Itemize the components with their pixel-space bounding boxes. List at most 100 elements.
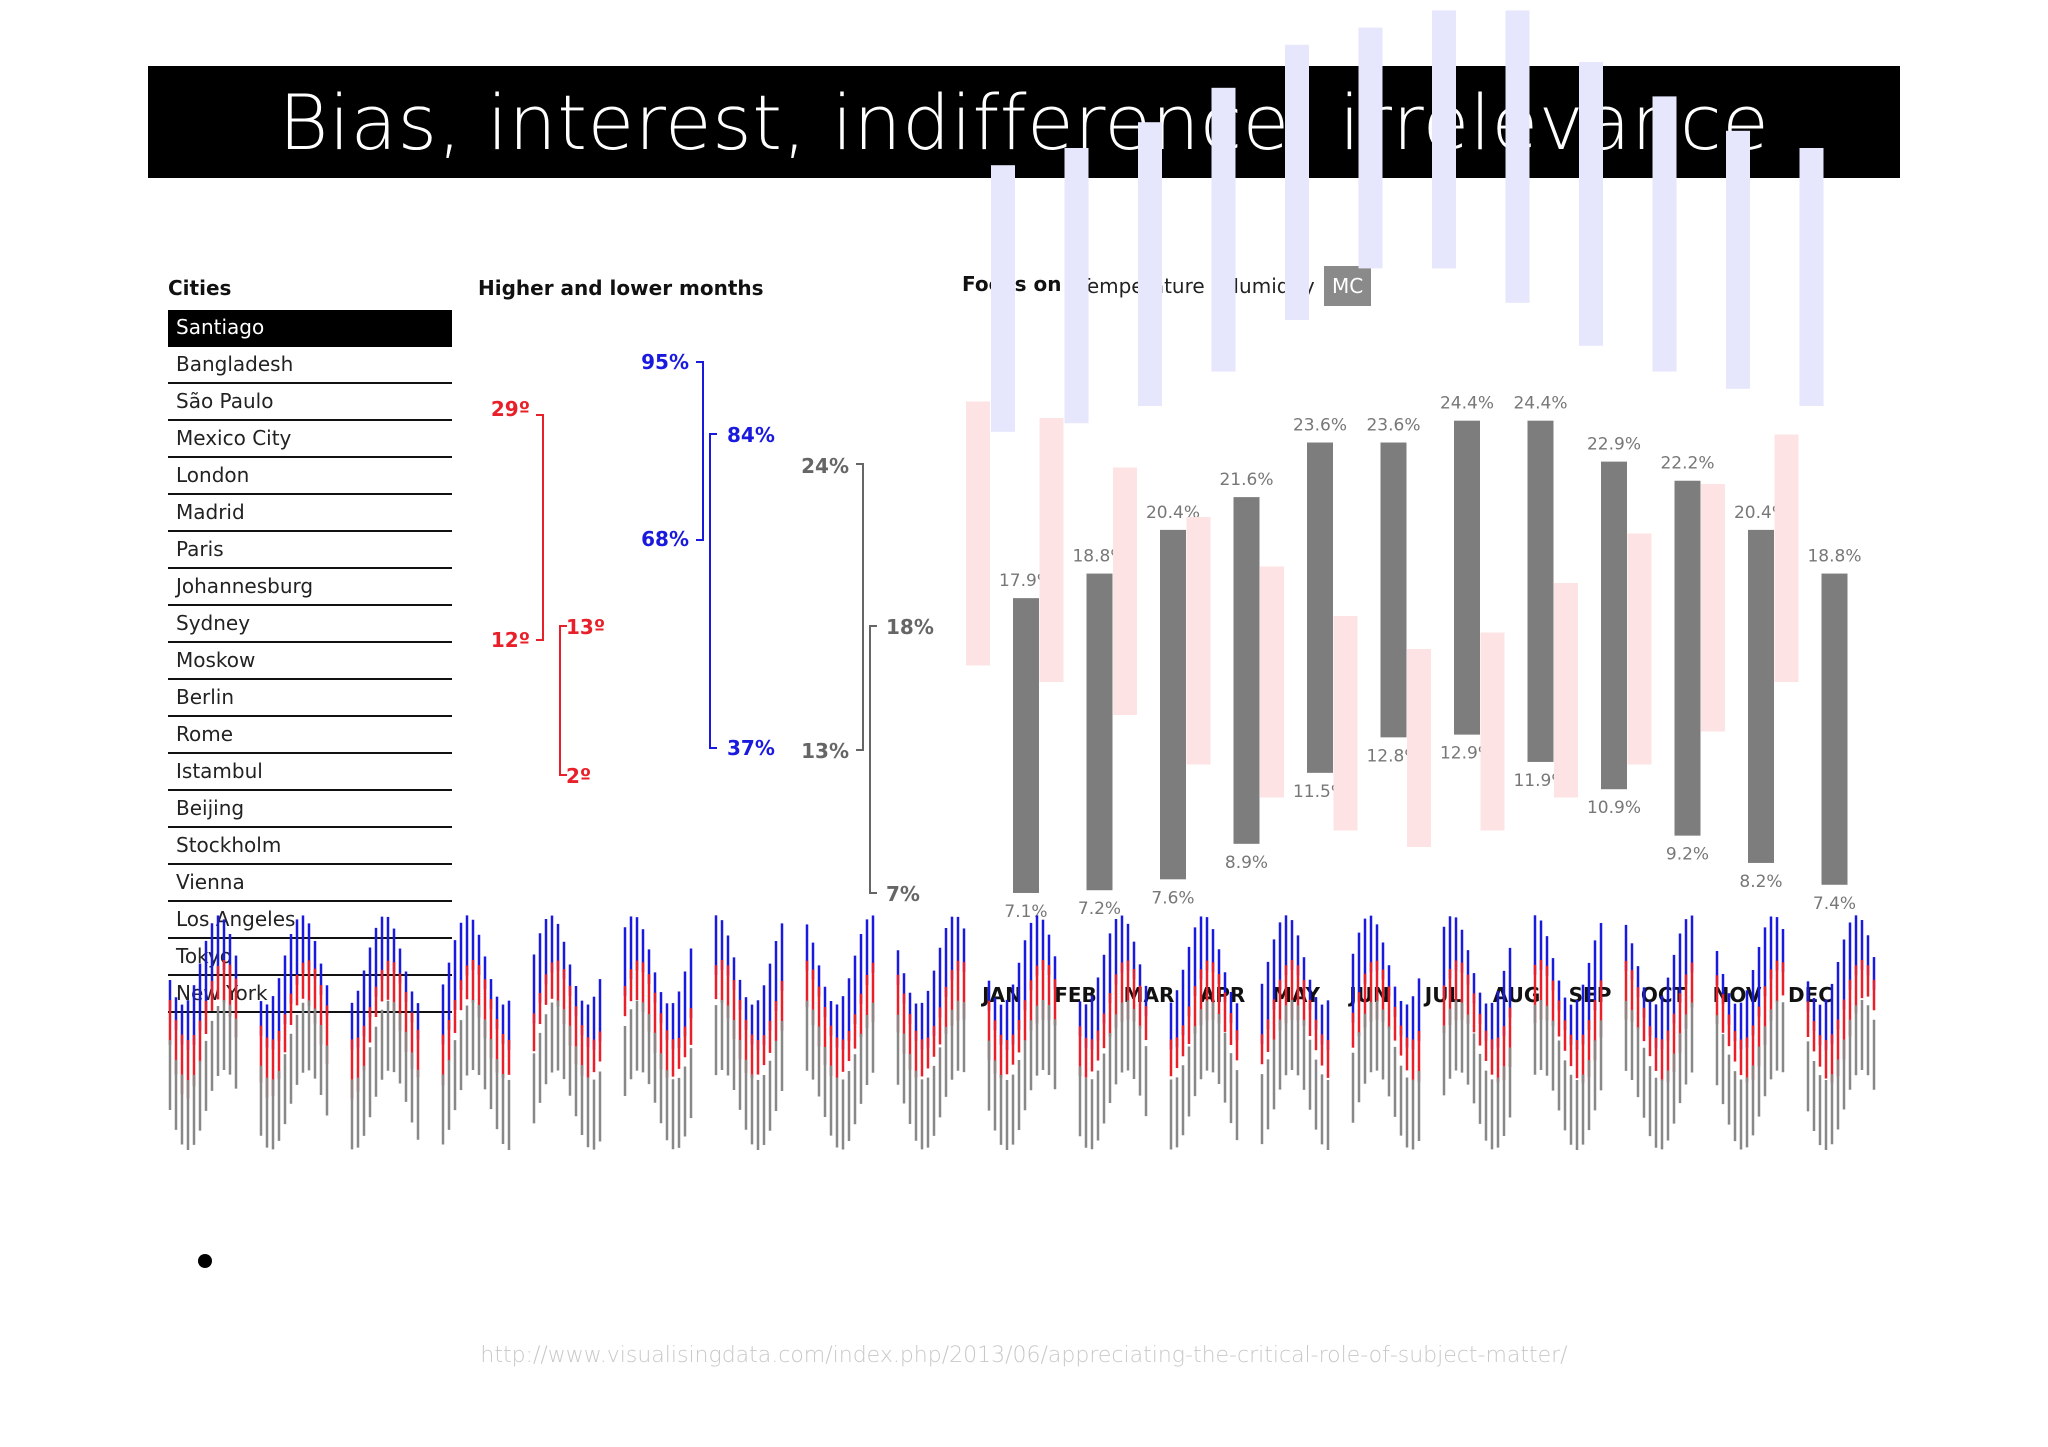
city-item[interactable]: Bangladesh xyxy=(168,347,452,384)
city-thumbnail[interactable] xyxy=(1806,915,1876,1150)
city-thumbnail[interactable] xyxy=(896,916,966,1150)
months-heading: Higher and lower months xyxy=(478,276,764,300)
mc-bar xyxy=(1601,461,1627,790)
city-thumbnail[interactable] xyxy=(714,915,784,1150)
mc-max-label: 24% xyxy=(801,454,849,478)
city-item[interactable]: Paris xyxy=(168,532,452,569)
humidity-band-bar xyxy=(1432,10,1456,269)
month-tick-label: NOV xyxy=(1713,983,1762,1007)
month-tick-label: JAN xyxy=(980,983,1022,1007)
temperature-mid-low-label: 12º xyxy=(491,628,530,652)
mc-low-label: 8.9% xyxy=(1225,853,1268,873)
city-thumbnail[interactable] xyxy=(623,916,693,1150)
city-thumbnail[interactable] xyxy=(1078,915,1148,1150)
mc-high-label: 23.6% xyxy=(1293,416,1347,436)
temperature-band-bar xyxy=(1701,484,1725,732)
mc-range-outer xyxy=(856,463,864,751)
city-item[interactable]: Sydney xyxy=(168,606,452,643)
temperature-range-outer xyxy=(536,414,544,641)
humidity-band-bar xyxy=(1652,96,1677,372)
mc-bar xyxy=(1233,497,1260,844)
mc-bar xyxy=(1380,442,1407,738)
humidity-band-bar xyxy=(1138,122,1162,406)
city-thumbnail[interactable] xyxy=(1260,915,1330,1150)
mc-bar xyxy=(1454,420,1480,735)
humidity-min-label: 37% xyxy=(727,736,775,760)
focus-option-mc[interactable]: MC xyxy=(1324,266,1372,306)
city-thumbnail[interactable] xyxy=(259,915,329,1150)
city-thumbnail[interactable] xyxy=(441,915,511,1150)
city-item[interactable]: Stockholm xyxy=(168,828,452,865)
humidity-band-bar xyxy=(1579,62,1603,346)
humidity-band-bar xyxy=(991,165,1015,432)
city-thumbnail[interactable] xyxy=(350,916,420,1150)
mc-bar xyxy=(1821,573,1848,885)
mc-high-label: 24.4% xyxy=(1440,394,1494,414)
cities-heading: Cities xyxy=(168,276,232,300)
city-item[interactable]: Madrid xyxy=(168,495,452,532)
humidity-mid-low-label: 68% xyxy=(641,527,689,551)
source-url: http://www.visualisingdata.com/index.php… xyxy=(480,1343,1568,1368)
temperature-band-bar xyxy=(1480,632,1505,831)
city-item[interactable]: Moskow xyxy=(168,643,452,680)
humidity-mid-high-label: 84% xyxy=(727,423,775,447)
humidity-band-bar xyxy=(1505,10,1530,303)
city-thumbnail[interactable] xyxy=(1442,916,1512,1150)
mc-high-label: 18.8% xyxy=(1807,547,1861,567)
mc-high-label: 21.6% xyxy=(1219,470,1273,490)
mc-low-label: 7.6% xyxy=(1151,888,1194,908)
temperature-band-bar xyxy=(1554,583,1578,798)
mc-mid-label: 13% xyxy=(801,739,849,763)
mc-low-label: 7.2% xyxy=(1078,899,1121,919)
temperature-min-label: 2º xyxy=(566,764,591,788)
mc-high-label: 23.6% xyxy=(1366,416,1420,436)
humidity-range-inner xyxy=(709,433,717,749)
mc-low-label: 10.9% xyxy=(1587,798,1641,818)
city-item[interactable]: London xyxy=(168,458,452,495)
mc-bar xyxy=(1086,573,1113,891)
city-thumbnail[interactable] xyxy=(1624,915,1694,1150)
city-thumbnail[interactable] xyxy=(532,915,602,1150)
city-item[interactable]: São Paulo xyxy=(168,384,452,421)
mc-bar xyxy=(1013,598,1039,893)
city-thumbnail[interactable] xyxy=(1169,916,1239,1150)
city-thumbnail[interactable] xyxy=(1533,915,1603,1150)
humidity-range-outer xyxy=(696,361,704,541)
mc-low-label: 7.1% xyxy=(1004,902,1047,922)
temperature-max-label: 29º xyxy=(491,397,530,421)
mc-high-label: 24.4% xyxy=(1513,394,1567,414)
city-thumbnail[interactable] xyxy=(1715,916,1785,1150)
temperature-band-bar xyxy=(1260,566,1284,798)
mc-bar xyxy=(1748,529,1774,863)
mc-bar xyxy=(1674,480,1701,836)
humidity-band-bar xyxy=(1358,27,1383,269)
city-item[interactable]: Beijing xyxy=(168,791,452,828)
city-thumbnail[interactable] xyxy=(1351,915,1421,1150)
city-list: Santiago Bangladesh São Paulo Mexico City Lo… xyxy=(168,310,452,1013)
city-item[interactable]: Johannesburg xyxy=(168,569,452,606)
temperature-band-bar xyxy=(1627,533,1652,765)
humidity-band-bar xyxy=(1064,148,1089,424)
temperature-range-inner xyxy=(559,625,567,776)
city-item[interactable]: Vienna xyxy=(168,865,452,902)
city-thumbnail[interactable] xyxy=(805,915,875,1150)
temperature-band-bar xyxy=(1407,649,1431,847)
mc-high-label: 22.9% xyxy=(1587,435,1641,455)
month-tick-label: MAR xyxy=(1124,983,1175,1007)
city-item[interactable]: Santiago xyxy=(168,310,452,347)
humidity-band-bar xyxy=(1285,44,1309,321)
city-item[interactable]: Istambul xyxy=(168,754,452,791)
temperature-band-bar xyxy=(1774,434,1799,682)
pagination-dot[interactable] xyxy=(198,1254,212,1268)
city-thumbnail[interactable] xyxy=(987,915,1057,1150)
city-thumbnail[interactable] xyxy=(168,915,238,1150)
temperature-band-bar xyxy=(966,401,990,666)
mc-bar xyxy=(1307,442,1333,773)
mc-low-label: 9.2% xyxy=(1666,845,1709,865)
city-item[interactable]: Berlin xyxy=(168,680,452,717)
temperature-mid-high-label: 13º xyxy=(566,615,605,639)
mc-low-label: 7.4% xyxy=(1813,894,1856,914)
city-item[interactable]: Mexico City xyxy=(168,421,452,458)
humidity-band-bar xyxy=(1799,148,1824,406)
city-item[interactable]: Rome xyxy=(168,717,452,754)
